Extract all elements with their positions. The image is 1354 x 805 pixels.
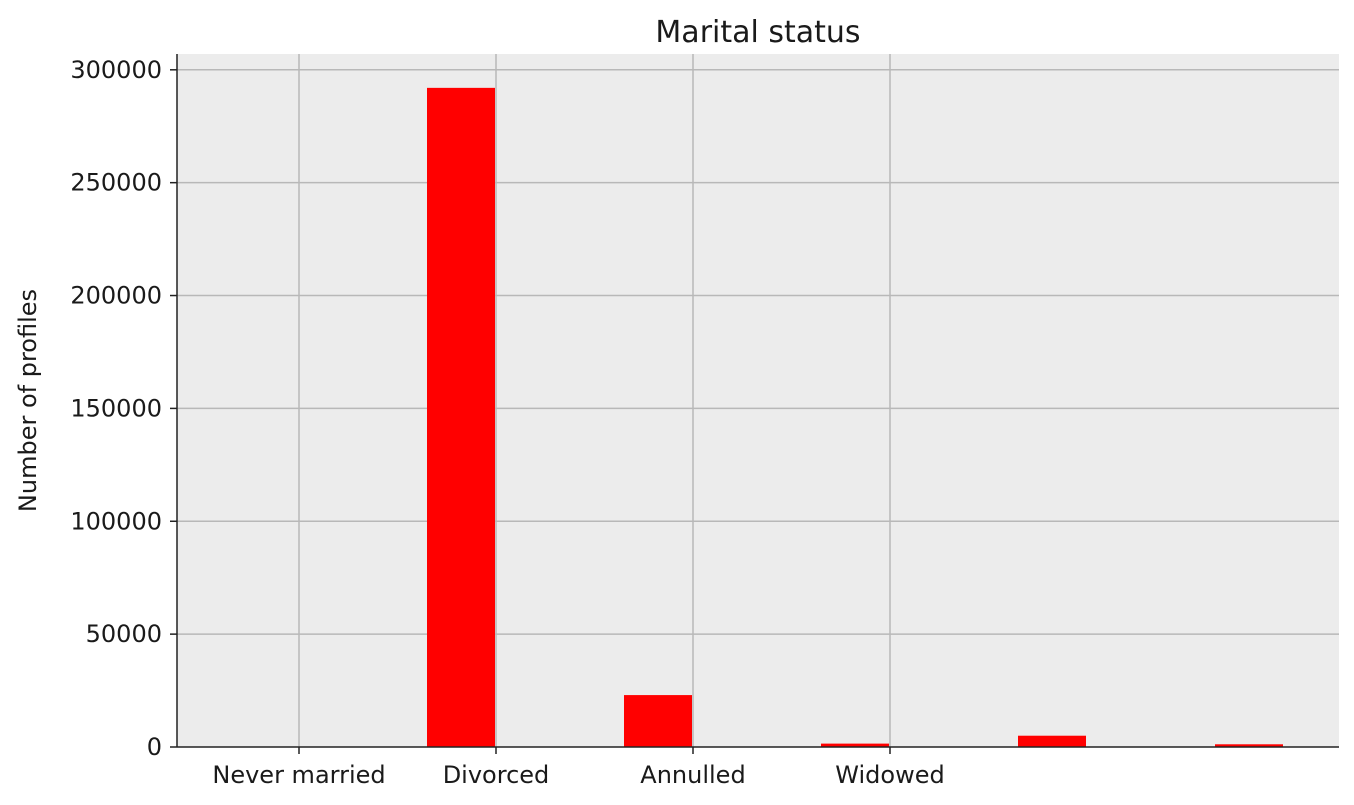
bar [427, 87, 495, 748]
y-axis-title: Number of profiles [14, 289, 42, 512]
axes [170, 54, 1339, 754]
x-tick-label: Widowed [835, 761, 944, 789]
x-tick-label: Annulled [640, 761, 745, 789]
y-tick-label: 200000 [70, 282, 162, 310]
x-tick-labels: Never married Divorced Annulled Widowed [212, 761, 944, 789]
x-tick-label: Divorced [443, 761, 550, 789]
x-tick-label: Never married [212, 761, 385, 789]
y-tick-label: 300000 [70, 56, 162, 84]
bar [1018, 735, 1086, 747]
grid-lines [177, 54, 1339, 747]
y-tick-label: 100000 [70, 507, 162, 535]
y-tick-label: 0 [147, 733, 162, 761]
bar [1215, 744, 1283, 747]
y-tick-label: 150000 [70, 394, 162, 422]
bars [427, 87, 1283, 748]
y-tick-label: 50000 [86, 620, 162, 648]
chart-title: Marital status [655, 15, 860, 50]
y-tick-labels: 0 50000 100000 150000 200000 250000 300000 [70, 56, 162, 761]
y-tick-label: 250000 [70, 169, 162, 197]
bar [624, 695, 692, 747]
plot-background [177, 54, 1339, 747]
bar [821, 743, 889, 747]
